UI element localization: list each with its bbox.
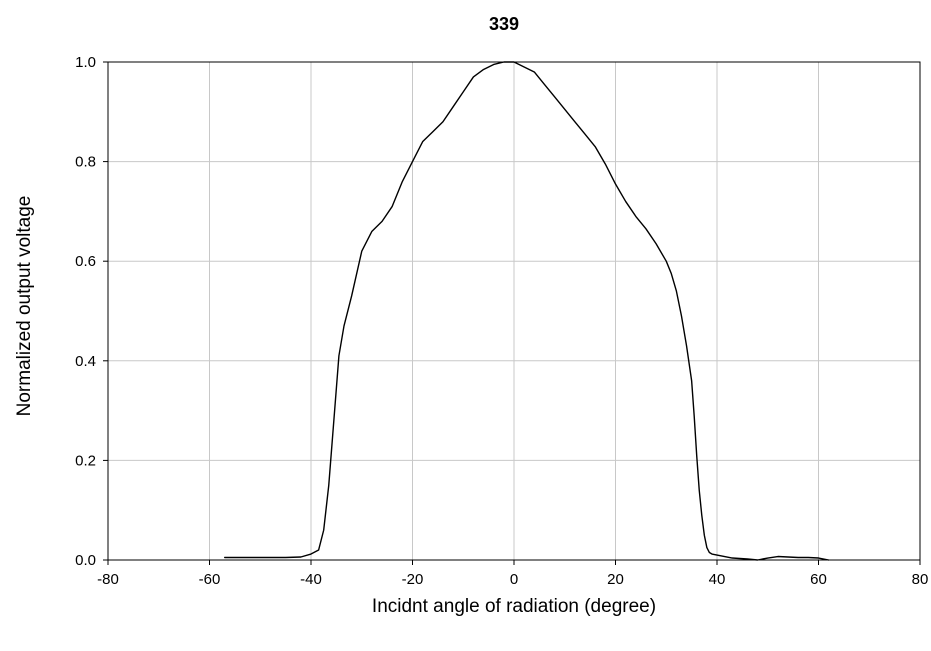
y-tick-label: 0.4 [75, 353, 96, 370]
x-tick-label: -40 [300, 571, 322, 588]
data-layer [224, 61, 830, 561]
y-tick-label: 0.8 [75, 154, 96, 171]
chart-title: 339 [489, 14, 519, 34]
grid-layer [108, 62, 920, 560]
x-tick-label: 0 [510, 571, 518, 588]
x-tick-label: -80 [97, 571, 119, 588]
series-line [224, 61, 830, 561]
x-tick-label: 60 [810, 571, 827, 588]
x-tick-label: 40 [709, 571, 726, 588]
y-tick-label: 0.0 [75, 552, 96, 569]
x-tick-label: -60 [199, 571, 221, 588]
x-tick-label: 80 [912, 571, 929, 588]
y-tick-label: 0.6 [75, 253, 96, 270]
y-tick-label: 1.0 [75, 54, 96, 71]
tick-layer: -80 -60 -40 -20 0 20 40 60 80 0.0 0.2 0.4 0.6 0.8 1.0 [75, 54, 928, 588]
x-tick-label: -20 [402, 571, 424, 588]
y-axis-title: Normalized output voltage [14, 196, 35, 417]
y-tick-label: 0.2 [75, 452, 96, 469]
x-tick-label: 20 [607, 571, 624, 588]
x-axis-title: Incidnt angle of radiation (degree) [372, 596, 656, 617]
